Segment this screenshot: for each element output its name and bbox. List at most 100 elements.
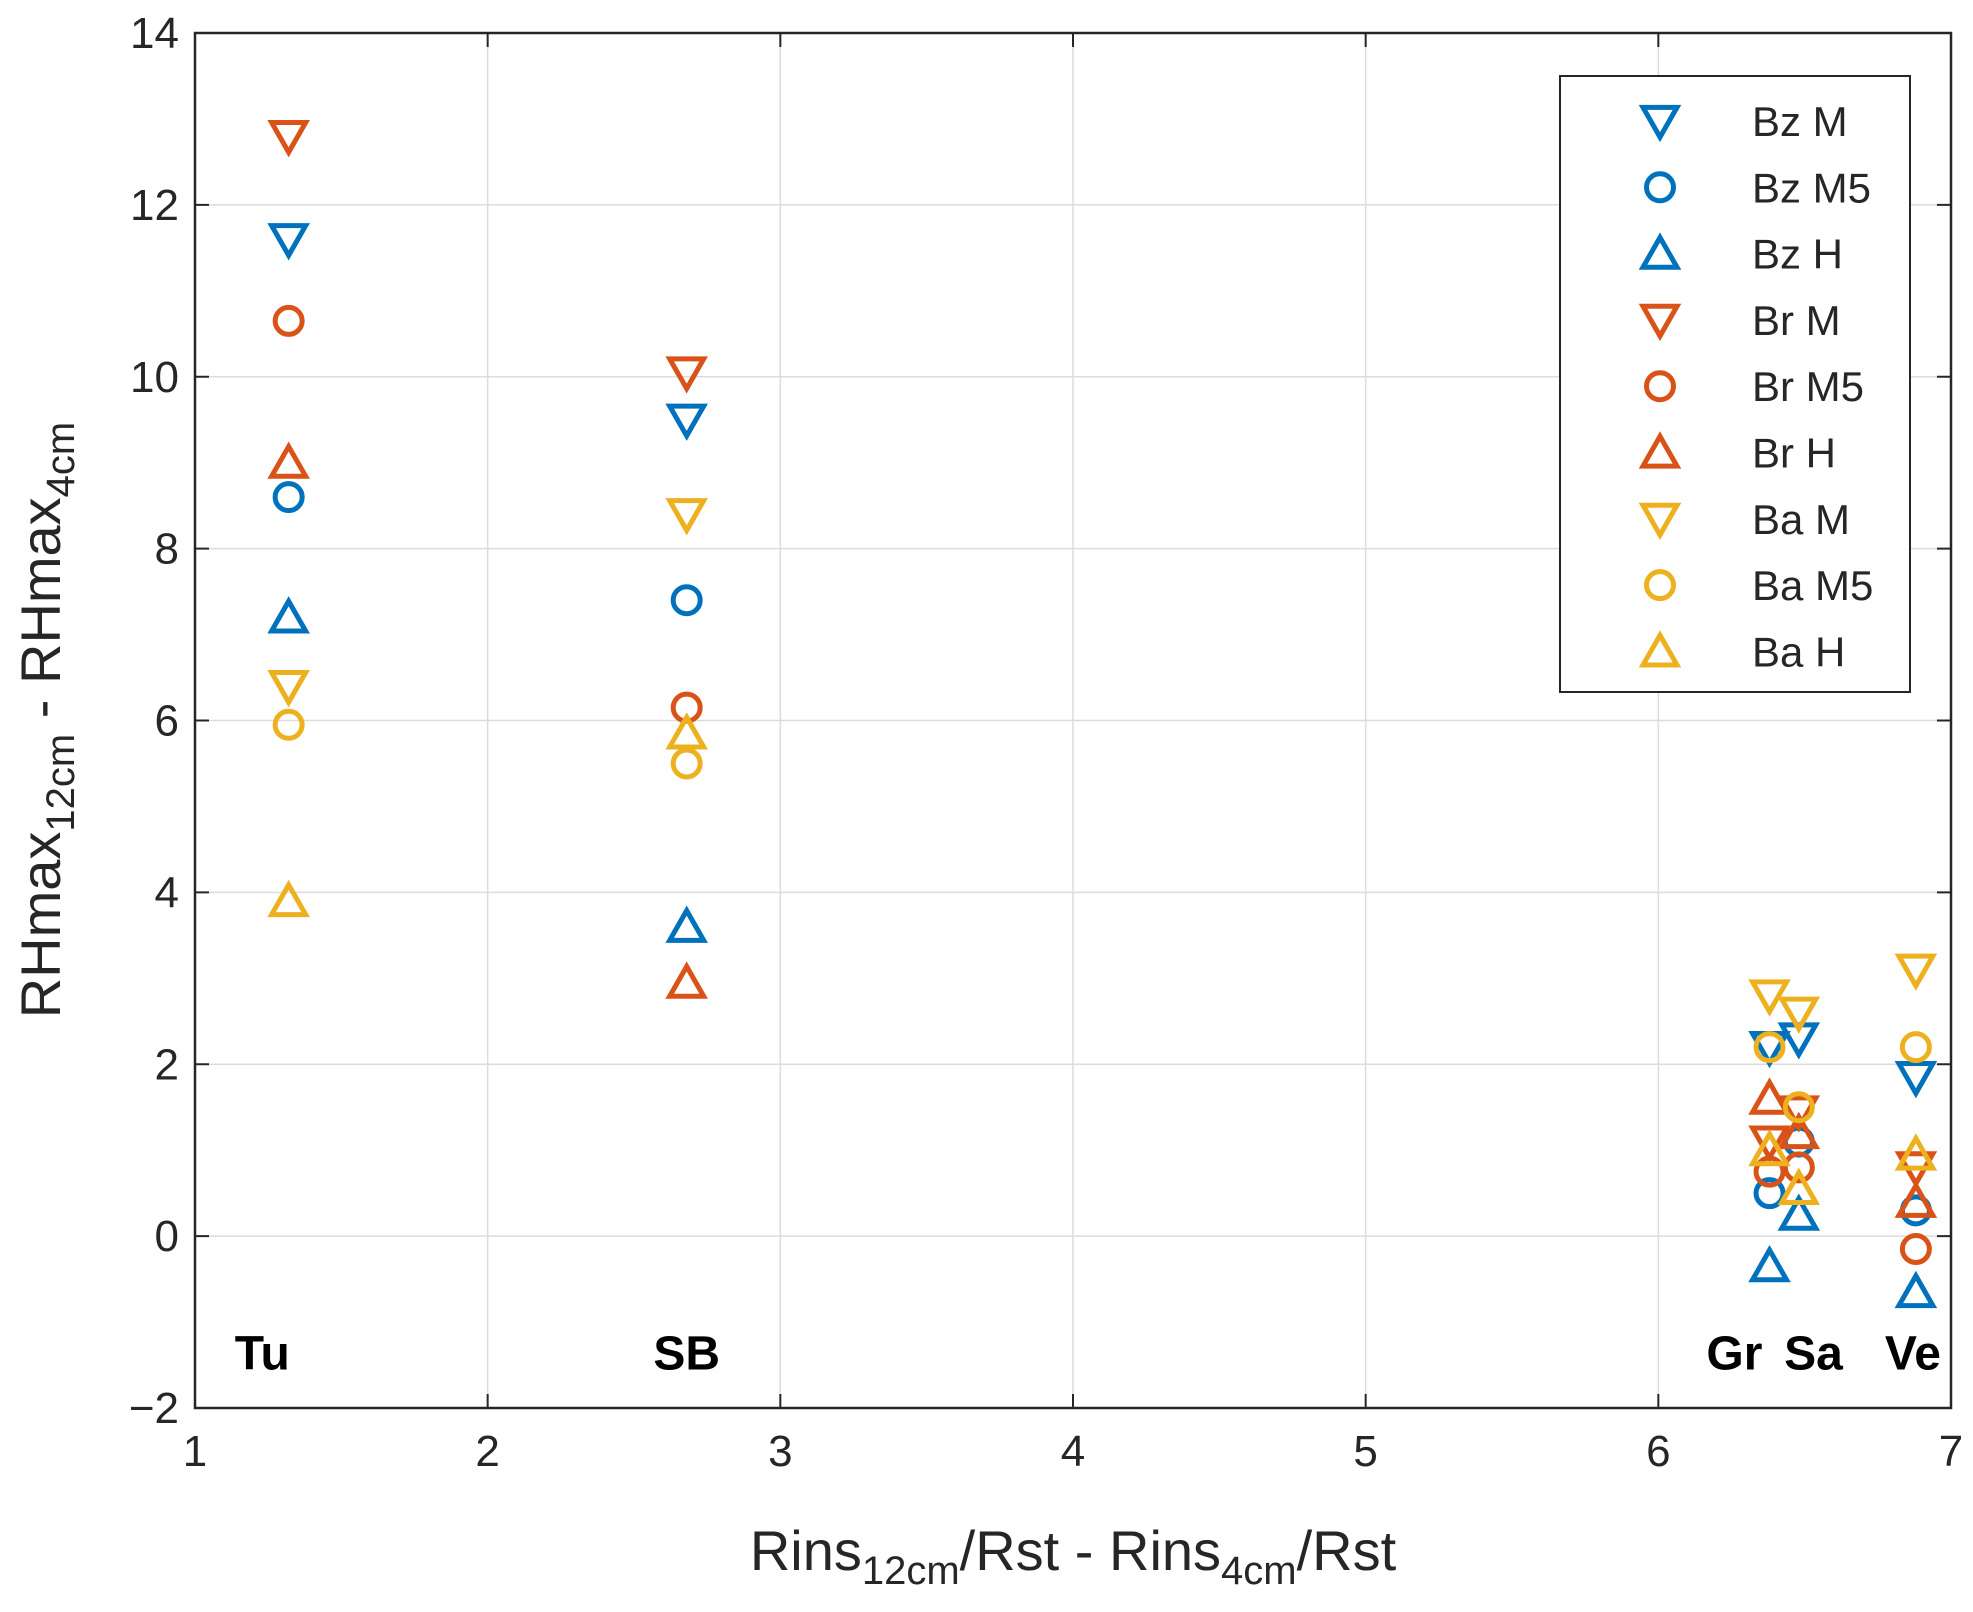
data-point — [1748, 1125, 1791, 1163]
legend-marker — [1638, 431, 1682, 469]
y-tick-label: 6 — [155, 697, 179, 746]
legend-label: Br M5 — [1752, 363, 1864, 410]
group-annotations: Tu SB Gr Sa Ve — [235, 1327, 1941, 1380]
data-point — [267, 441, 310, 479]
y-axis-label: RHmax12cm - RHmax4cm — [9, 422, 83, 1019]
data-point — [267, 596, 310, 634]
legend-marker — [1638, 502, 1682, 540]
data-point — [272, 304, 305, 337]
y-tick-label: 4 — [155, 868, 179, 917]
y-tick-label: 12 — [130, 181, 179, 230]
legend-marker — [1638, 232, 1682, 270]
annotation-gr: Gr — [1706, 1327, 1762, 1380]
series-ba-m — [267, 498, 1938, 1034]
legend: Bz M Bz M5 Bz H Br M Br M5 Br H Ba M Ba M5 Ba H — [1559, 75, 1911, 693]
legend-label: Bz H — [1752, 231, 1843, 278]
data-point — [1894, 1133, 1938, 1171]
legend-marker — [1644, 171, 1676, 204]
data-point — [1782, 1091, 1815, 1124]
data-point — [1753, 1155, 1786, 1188]
legend-marker — [1638, 303, 1682, 342]
data-point — [665, 905, 708, 943]
legend-label: Ba M — [1752, 496, 1850, 543]
x-tick-label: 2 — [475, 1427, 499, 1476]
data-point — [1748, 1245, 1791, 1283]
y-tick-label: 10 — [130, 353, 179, 402]
y-tick-label: −2 — [129, 1384, 179, 1433]
data-point — [665, 403, 708, 441]
y-tick-label: 14 — [130, 9, 179, 58]
data-point — [1777, 1095, 1821, 1133]
data-point — [272, 481, 305, 514]
data-point — [665, 356, 708, 394]
data-point — [1899, 1031, 1932, 1064]
data-point — [272, 708, 305, 741]
data-point — [267, 879, 310, 918]
legend-item: Br M5 — [1644, 363, 1864, 410]
legend-label: Bz M — [1752, 98, 1848, 145]
legend-box — [1559, 75, 1911, 693]
legend-item: Ba M — [1638, 496, 1850, 543]
data-point — [1753, 1177, 1786, 1210]
legend-item: Ba M5 — [1644, 562, 1873, 609]
legend-label: Br H — [1752, 430, 1836, 477]
data-point — [670, 747, 703, 780]
data-point — [267, 223, 310, 261]
series-bz-h — [267, 596, 1938, 1309]
legend-label: Bz M5 — [1752, 164, 1871, 211]
series-br-m — [267, 120, 1938, 1189]
legend-marker — [1644, 370, 1676, 403]
legend-item: Ba H — [1638, 628, 1845, 675]
series-br-h — [267, 441, 1938, 1218]
legend-item: Bz M5 — [1644, 164, 1871, 211]
data-point — [1753, 1031, 1786, 1064]
legend-label: Br M — [1752, 297, 1841, 344]
data-point — [1777, 1111, 1821, 1150]
legend-marker — [1638, 630, 1682, 668]
x-tick-label: 6 — [1646, 1427, 1670, 1476]
series-ba-m5 — [272, 708, 1932, 1124]
annotation-sb: SB — [653, 1327, 720, 1380]
legend-item: Br H — [1638, 430, 1836, 477]
legend-label: Ba M5 — [1752, 562, 1873, 609]
data-point — [665, 961, 708, 999]
x-tick-label: 4 — [1061, 1427, 1085, 1476]
data-markers — [267, 120, 1938, 1309]
data-point — [1782, 1151, 1815, 1184]
legend-marker — [1644, 569, 1676, 602]
annotation-sa: Sa — [1784, 1327, 1843, 1380]
data-point — [665, 712, 708, 750]
data-point — [1899, 1233, 1932, 1266]
x-tick-label: 5 — [1353, 1427, 1377, 1476]
data-point — [1894, 1180, 1938, 1218]
legend-item: Br M — [1638, 297, 1841, 344]
series-ba-h — [267, 712, 1938, 1205]
data-point — [1894, 953, 1938, 991]
x-axis-label: Rins12cm/Rst - Rins4cm/Rst — [750, 1519, 1397, 1593]
x-tick-label: 7 — [1939, 1427, 1963, 1476]
data-point — [1777, 1193, 1821, 1231]
data-point — [1748, 1077, 1791, 1115]
y-tick-label: 2 — [155, 1040, 179, 1089]
x-tick-label: 1 — [183, 1427, 207, 1476]
legend-item: Bz H — [1638, 231, 1843, 278]
y-tick-label: 8 — [155, 525, 179, 574]
data-point — [1748, 1128, 1791, 1167]
legend-item: Bz M — [1638, 98, 1848, 145]
data-point — [1894, 1270, 1938, 1309]
legend-marker — [1638, 104, 1682, 143]
data-point — [665, 498, 708, 536]
data-point — [1894, 1061, 1938, 1099]
y-tick-label: 0 — [155, 1212, 179, 1261]
legend-label: Ba H — [1752, 628, 1845, 675]
x-tick-label: 3 — [768, 1427, 792, 1476]
data-point — [267, 120, 310, 158]
data-point — [670, 584, 703, 617]
annotation-ve: Ve — [1885, 1327, 1941, 1380]
data-point — [267, 670, 310, 708]
data-point — [1777, 996, 1821, 1034]
data-point — [1777, 1167, 1821, 1205]
annotation-tu: Tu — [235, 1327, 290, 1380]
